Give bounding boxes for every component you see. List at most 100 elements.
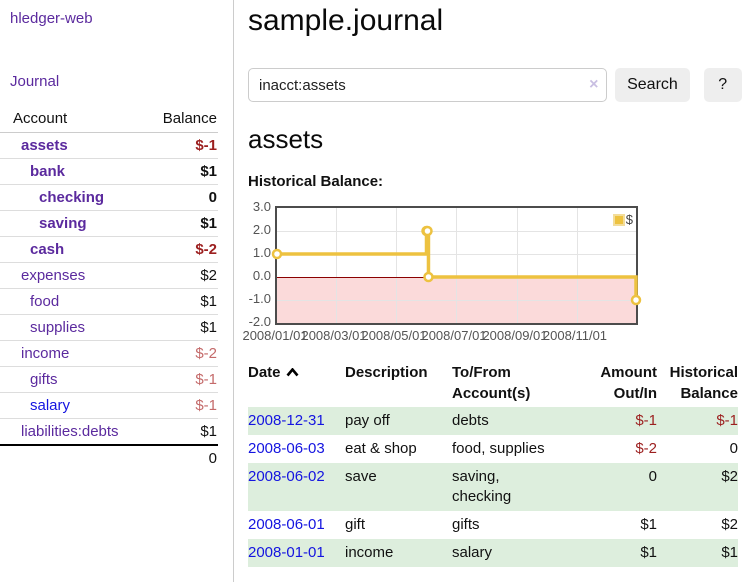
chart-title: Historical Balance: [248,173,384,190]
register-description: income [345,539,452,567]
main-panel: sample.journal × Search ? assets Histori… [242,0,742,582]
account-balance: $-2 [148,340,218,367]
register-description: eat & shop [345,440,417,457]
accounts-table: Account Balance assets $-1 bank $1 checkin… [0,106,218,471]
account-balance: $1 [148,288,218,315]
account-balance: $1 [148,210,218,237]
account-row: food $1 [0,288,218,315]
accounts-col-account: Account [0,106,149,133]
register-date-link[interactable]: 2008-12-31 [248,412,325,429]
accounts-total-value: 0 [148,444,218,471]
balance-chart: 3.0 2.0 1.0 0.0 -1.0 -2.0 $ 2008/01/01 2008/03… [242,197,742,347]
account-row: saving $1 [0,210,218,237]
register-col-accounts: To/From Account(s) [452,364,531,402]
account-row: cash $-2 [0,236,218,263]
register-accounts: gifts [452,516,480,533]
account-row: gifts $-1 [0,366,218,393]
account-row: salary $-1 [0,392,218,419]
register-table: Date Description To/From Account(s) Amou… [248,362,738,567]
register-balance: 0 [729,440,738,457]
chart-plot[interactable]: $ [271,206,642,325]
nav-journal-link[interactable]: Journal [10,73,60,90]
register-header-row: Date Description To/From Account(s) Amou… [248,362,738,407]
register-amount: $1 [640,516,657,533]
register-date-link[interactable]: 2008-06-01 [248,516,325,533]
account-link-food[interactable]: food [30,293,60,310]
chart-x-axis: 2008/01/01 2008/03/01 2008/05/01 2008/07/01… [242,328,608,343]
chart-y-axis: 3.0 2.0 1.0 0.0 -1.0 -2.0 [248,199,271,329]
register-accounts: salary [452,539,587,567]
register-col-balance: Historical Balance [669,364,738,402]
search-input[interactable] [248,68,608,102]
account-link-assets[interactable]: assets [21,137,68,154]
register-amount: 0 [587,463,657,511]
account-balance: $1 [148,314,218,341]
register-description: pay off [345,407,452,435]
account-balance: $-1 [148,392,218,419]
account-balance: 0 [148,184,218,211]
legend-swatch-icon [612,213,625,226]
account-heading: assets [248,124,324,154]
register-balance: $2 [657,463,738,511]
account-link-gifts[interactable]: gifts [30,371,58,388]
account-link-supplies[interactable]: supplies [30,319,86,336]
register-date-link[interactable]: 2008-06-03 [248,440,325,457]
accounts-col-balance: Balance [148,106,218,133]
register-balance: $2 [721,516,738,533]
account-balance: $-2 [148,236,218,263]
account-balance: $1 [148,418,218,446]
account-link-expenses[interactable]: expenses [21,267,86,284]
account-link-income[interactable]: income [21,345,70,362]
sort-ascending-icon [286,362,299,383]
sidebar: hledger-web Journal Account Balance asse… [0,0,234,582]
account-balance: $2 [148,262,218,289]
register-amount: $-1 [587,407,657,435]
account-row: checking 0 [0,184,218,211]
register-row: 2008-12-31 pay off debts $-1 $-1 [248,407,738,435]
accounts-total-row: 0 [0,444,218,471]
register-row: 2008-06-01 gift gifts $1 $2 [248,511,738,539]
register-date-link[interactable]: 2008-01-01 [248,544,325,561]
account-link-checking[interactable]: checking [39,189,105,206]
register-date-link[interactable]: 2008-06-02 [248,468,325,485]
page-title: sample.journal [248,4,444,37]
chart-series-line [271,225,642,306]
account-link-bank[interactable]: bank [30,163,66,180]
account-row: bank $1 [0,158,218,185]
account-row: income $-2 [0,340,218,367]
register-row: 2008-01-01 income salary $1 $1 [248,539,738,567]
register-accounts: saving, checking [452,463,587,511]
account-link-salary[interactable]: salary [30,397,71,414]
account-row: assets $-1 [0,132,218,159]
register-balance: $1 [657,539,738,567]
register-accounts: food, supplies [452,440,545,457]
register-col-amount: Amount Out/In [600,364,657,402]
app-brand-link[interactable]: hledger-web [10,10,93,27]
account-link-cash[interactable]: cash [30,241,65,258]
account-row: expenses $2 [0,262,218,289]
register-col-description: Description [345,364,428,381]
chart-legend: $ [612,212,633,227]
account-row: liabilities:debts $1 [0,418,218,446]
account-row: supplies $1 [0,314,218,341]
account-balance: $1 [148,158,218,185]
register-description: save [345,463,452,511]
register-accounts: debts [452,407,587,435]
register-row: 2008-06-03 eat & shop food, supplies $-2… [248,435,738,463]
register-row: 2008-06-02 save saving, checking 0 $2 [248,463,738,511]
search-form: × Search ? [248,68,742,102]
legend-label: $ [625,212,633,227]
search-button[interactable]: Search [615,68,690,102]
help-button[interactable]: ? [703,68,742,102]
account-link-liabilities-debts[interactable]: liabilities:debts [21,423,119,440]
clear-search-icon[interactable]: × [589,76,599,93]
accounts-header-row: Account Balance [0,106,218,133]
account-link-saving[interactable]: saving [39,215,87,232]
account-balance: $-1 [148,366,218,393]
register-amount: $-2 [635,440,657,457]
register-description: gift [345,516,366,533]
register-balance: $-1 [657,407,738,435]
register-col-date: Date [248,362,345,407]
account-balance: $-1 [148,132,218,159]
register-amount: $1 [587,539,657,567]
